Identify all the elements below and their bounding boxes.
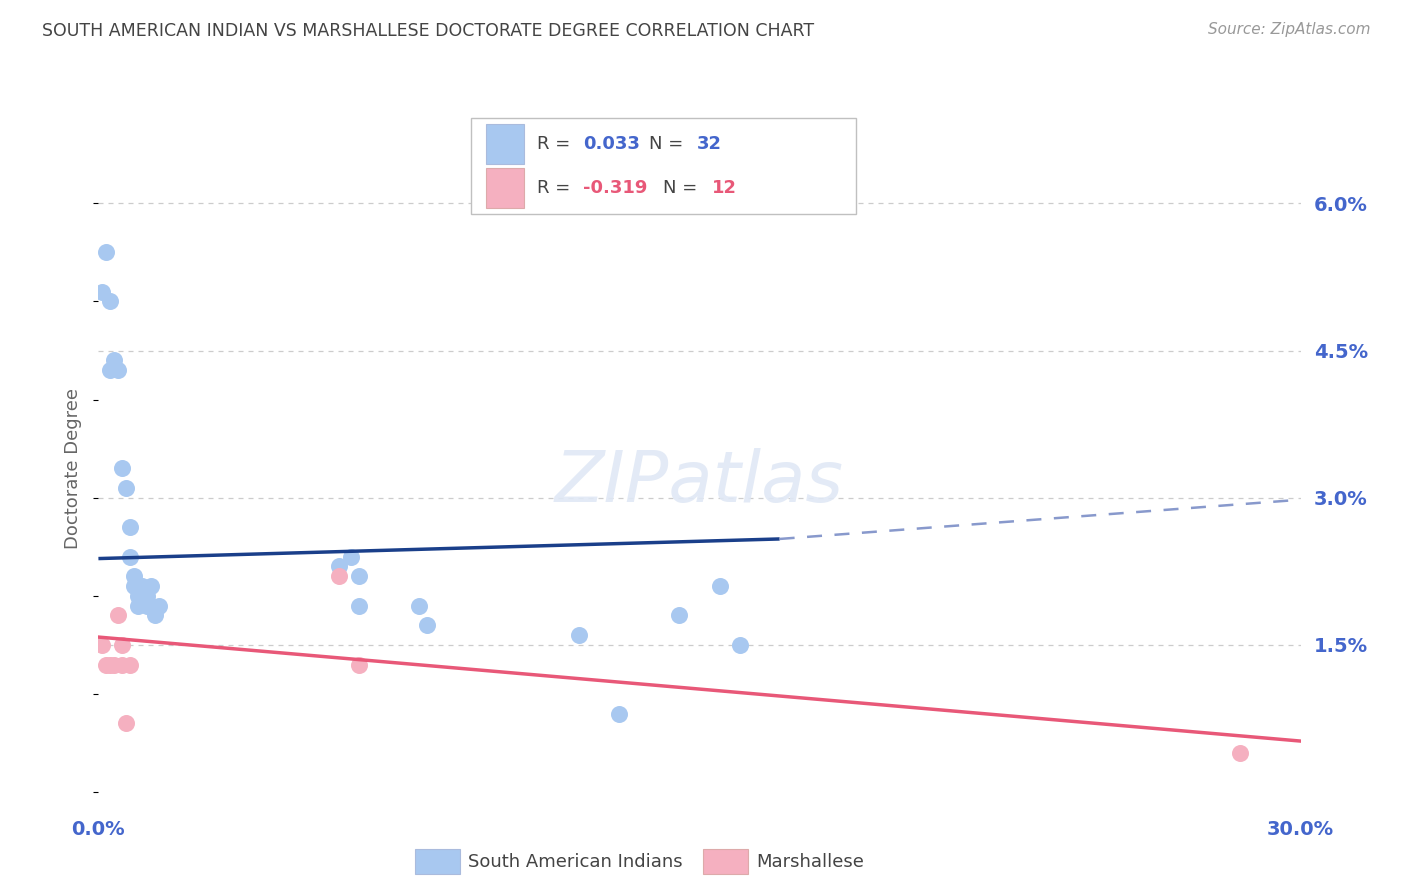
- Point: [135, 599, 157, 613]
- Point: [347, 569, 370, 583]
- Point: [124, 579, 146, 593]
- Text: -0.319: -0.319: [583, 179, 647, 197]
- Point: [115, 481, 138, 495]
- Text: 12: 12: [711, 179, 737, 197]
- Point: [103, 657, 125, 672]
- Point: [91, 638, 114, 652]
- Point: [96, 245, 118, 260]
- Point: [568, 628, 591, 642]
- Point: [100, 294, 122, 309]
- Point: [124, 569, 146, 583]
- Text: 32: 32: [697, 135, 723, 153]
- Point: [328, 569, 350, 583]
- Point: [111, 638, 134, 652]
- Point: [328, 559, 350, 574]
- Point: [111, 657, 134, 672]
- Point: [1229, 746, 1251, 760]
- Bar: [485, 124, 524, 164]
- Point: [408, 599, 430, 613]
- Text: R =: R =: [537, 179, 576, 197]
- Point: [131, 579, 153, 593]
- Point: [416, 618, 439, 632]
- Point: [128, 589, 150, 603]
- FancyBboxPatch shape: [471, 118, 856, 214]
- Point: [120, 657, 142, 672]
- Point: [103, 353, 125, 368]
- Point: [91, 285, 114, 299]
- Point: [107, 608, 129, 623]
- Point: [135, 589, 157, 603]
- Point: [111, 461, 134, 475]
- Text: SOUTH AMERICAN INDIAN VS MARSHALLESE DOCTORATE DEGREE CORRELATION CHART: SOUTH AMERICAN INDIAN VS MARSHALLESE DOC…: [42, 22, 814, 40]
- Point: [139, 579, 162, 593]
- Point: [709, 579, 731, 593]
- Bar: [485, 169, 524, 208]
- Point: [107, 363, 129, 377]
- Point: [347, 599, 370, 613]
- Point: [115, 716, 138, 731]
- Text: N =: N =: [650, 135, 689, 153]
- Point: [668, 608, 690, 623]
- Point: [120, 520, 142, 534]
- Point: [609, 706, 631, 721]
- Point: [96, 657, 118, 672]
- Point: [340, 549, 363, 564]
- Point: [728, 638, 751, 652]
- Text: South American Indians: South American Indians: [468, 853, 683, 871]
- Text: 0.033: 0.033: [583, 135, 640, 153]
- Text: Marshallese: Marshallese: [756, 853, 865, 871]
- Point: [143, 608, 166, 623]
- Point: [100, 657, 122, 672]
- Text: N =: N =: [664, 179, 703, 197]
- Text: Source: ZipAtlas.com: Source: ZipAtlas.com: [1208, 22, 1371, 37]
- Point: [100, 363, 122, 377]
- Point: [128, 599, 150, 613]
- Text: ZIPatlas: ZIPatlas: [555, 448, 844, 516]
- Text: R =: R =: [537, 135, 576, 153]
- Point: [139, 599, 162, 613]
- Point: [148, 599, 170, 613]
- Point: [347, 657, 370, 672]
- Point: [120, 549, 142, 564]
- Y-axis label: Doctorate Degree: Doctorate Degree: [65, 388, 83, 549]
